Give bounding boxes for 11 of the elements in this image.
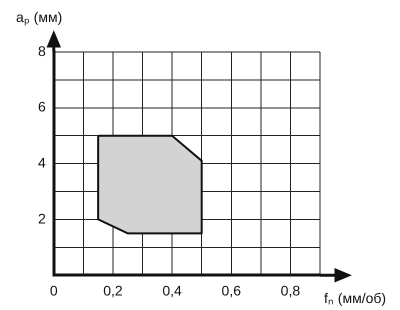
x-tick-label: 0,8 <box>280 282 300 298</box>
y-tick-label: 8 <box>38 42 46 59</box>
y-axis-title: aₚ (мм) <box>16 8 62 26</box>
x-tick-label: 0 <box>50 282 58 298</box>
x-axis-title: fₙ (мм/об) <box>324 290 386 306</box>
x-tick-label: 0,6 <box>222 282 242 298</box>
x-tick-label: 0,2 <box>103 282 123 298</box>
x-tick-label: 0,4 <box>162 282 182 298</box>
y-tick-label: 6 <box>38 98 46 115</box>
y-tick-label: 2 <box>38 210 46 226</box>
y-tick-label: 4 <box>38 154 46 170</box>
